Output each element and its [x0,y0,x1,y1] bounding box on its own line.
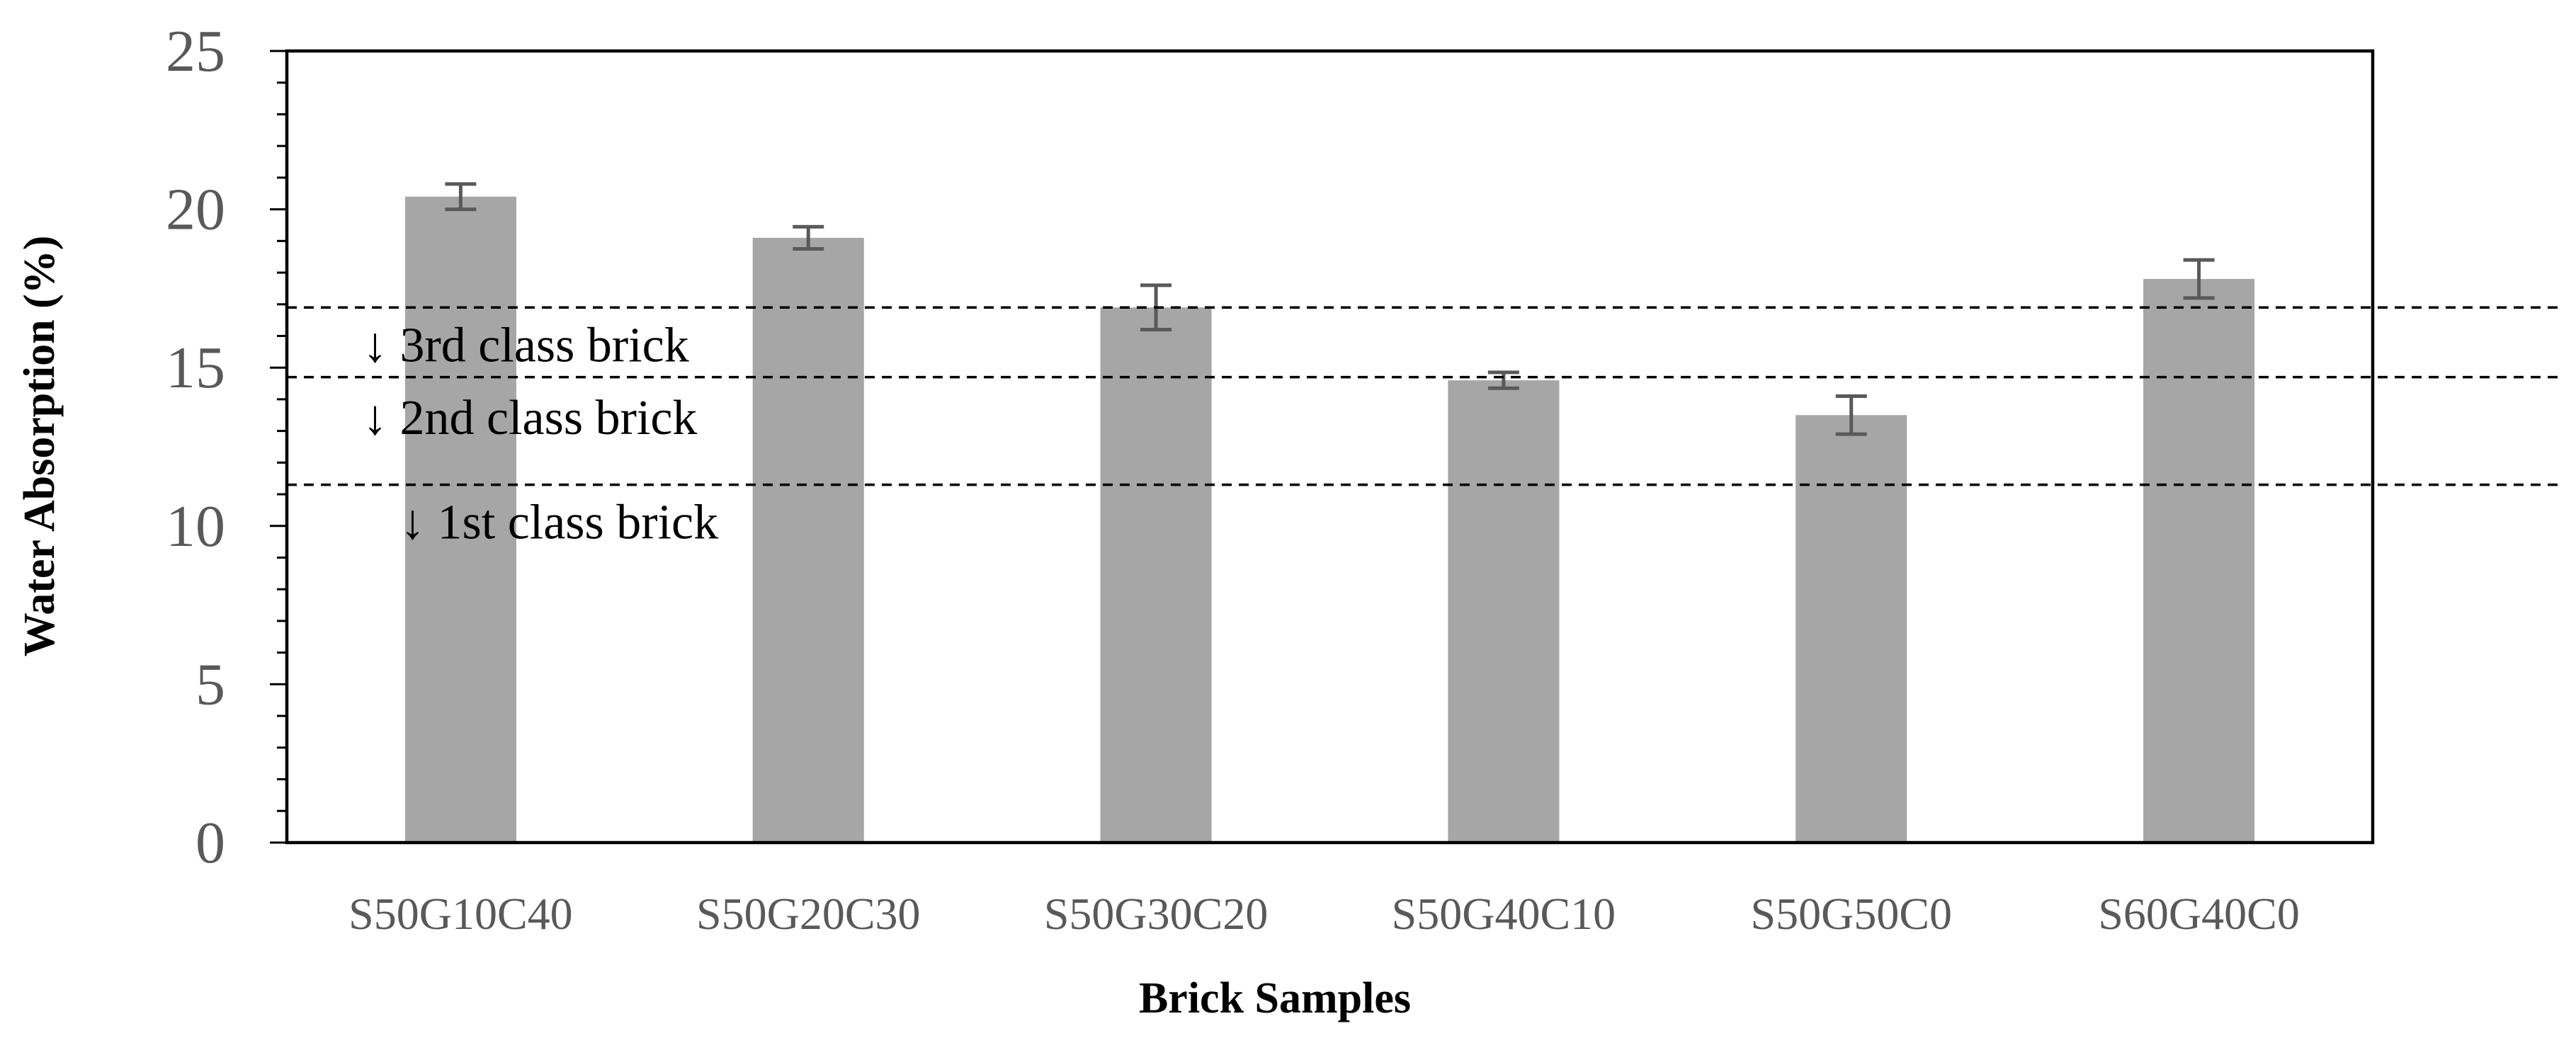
x-axis-title: Brick Samples [1139,974,1411,1022]
bar [2143,278,2255,843]
bar [752,237,864,843]
y-tick-label: 15 [166,335,225,401]
error-bars-layer [445,182,2215,436]
axes-layer: S50G10C40 S50G20C30 S50G30C20 S50G40C10 S50G… [166,18,2375,939]
y-tick-label: 0 [195,810,225,876]
bar [1100,307,1212,843]
x-tick-label: S60G40C0 [2098,889,2300,939]
reference-line-label: ↓ 2nd class brick [363,391,697,445]
bars-layer [404,196,2255,843]
y-axis-title: Water Absorption (%) [16,236,64,657]
y-tick-label: 20 [166,177,225,243]
reference-line-label: ↓ 1st class brick [400,496,718,550]
bar [1795,415,1907,843]
x-tick-label: S50G30C20 [1044,889,1269,939]
reference-line-label: ↓ 3rd class brick [363,318,689,372]
bar [1448,380,1560,843]
bar [404,196,516,843]
plot-frame [285,49,2375,845]
y-tick-label: 25 [166,18,225,84]
x-tick-label: S50G10C40 [348,889,573,939]
x-tick-label: S50G20C30 [696,889,921,939]
y-tick-label: 5 [195,651,225,717]
reference-lines-layer: ↓ 3rd class brick ↓ 2nd class brick ↓ 1st … [287,306,2560,550]
x-tick-label: S50G40C10 [1392,889,1616,939]
x-tick-label: S50G50C0 [1751,889,1953,939]
y-tick-label: 10 [166,494,225,559]
